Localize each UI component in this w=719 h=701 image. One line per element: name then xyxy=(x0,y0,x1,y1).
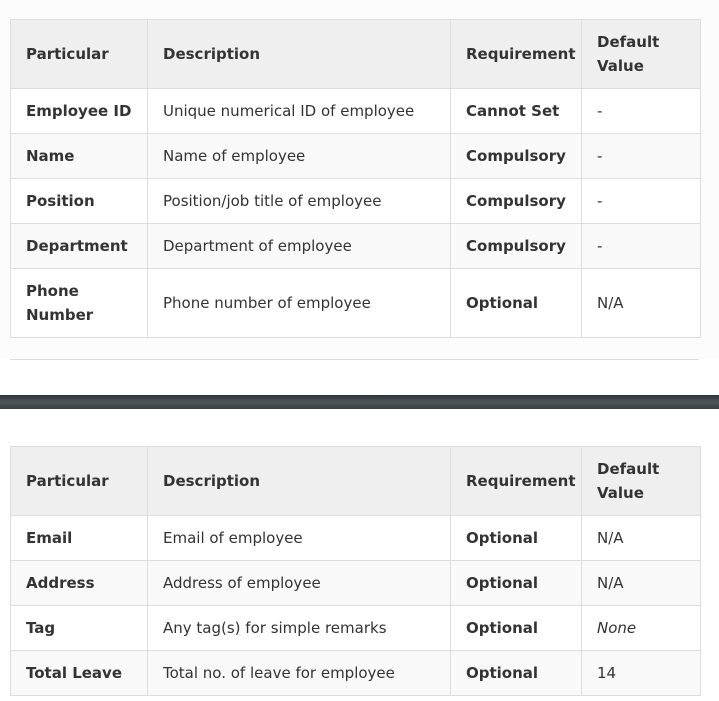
cell-requirement: Optional xyxy=(450,515,582,561)
cell-default: 14 xyxy=(581,650,701,696)
cell-requirement: Optional xyxy=(450,268,582,338)
cell-description: Total no. of leave for employee xyxy=(147,650,451,696)
header-requirement: Requirement xyxy=(450,446,582,516)
table-row: Email Email of employee Optional N/A xyxy=(10,515,701,561)
cell-description: Position/job title of employee xyxy=(147,178,451,224)
cell-particular: Name xyxy=(10,133,148,179)
cell-description: Address of employee xyxy=(147,560,451,606)
header-default-value: Default Value xyxy=(581,19,701,89)
cell-description: Email of employee xyxy=(147,515,451,561)
cell-default: - xyxy=(581,88,701,134)
table-row: Employee ID Unique numerical ID of employ… xyxy=(10,88,701,134)
table-row: Position Position/job title of employee Co… xyxy=(10,178,701,224)
cell-default: N/A xyxy=(581,268,701,338)
cell-particular: Department xyxy=(10,223,148,269)
table-row: Phone Number Phone number of employee Opti… xyxy=(10,268,701,338)
table-row: Address Address of employee Optional N/A xyxy=(10,560,701,606)
cell-requirement: Compulsory xyxy=(450,133,582,179)
cell-default: - xyxy=(581,223,701,269)
table-row: Total Leave Total no. of leave for employ… xyxy=(10,650,701,696)
cell-description: Any tag(s) for simple remarks xyxy=(147,605,451,651)
cell-default: N/A xyxy=(581,515,701,561)
fields-table-2: Particular Description Requirement Defau… xyxy=(10,446,701,696)
cell-requirement: Optional xyxy=(450,650,582,696)
cell-requirement: Cannot Set xyxy=(450,88,582,134)
divider xyxy=(10,359,699,360)
header-row: Particular Description Requirement Defau… xyxy=(10,446,701,516)
cell-particular: Total Leave xyxy=(10,650,148,696)
fields-table-1: Particular Description Requirement Defau… xyxy=(10,19,701,338)
cell-default: N/A xyxy=(581,560,701,606)
header-row: Particular Description Requirement Defau… xyxy=(10,19,701,89)
cell-particular: Tag xyxy=(10,605,148,651)
cell-default: - xyxy=(581,178,701,224)
window-separator-bar xyxy=(0,395,719,409)
table-row: Tag Any tag(s) for simple remarks Optional… xyxy=(10,605,701,651)
cell-description: Unique numerical ID of employee xyxy=(147,88,451,134)
cell-particular: Email xyxy=(10,515,148,561)
cell-requirement: Compulsory xyxy=(450,178,582,224)
header-particular: Particular xyxy=(10,446,148,516)
cell-description: Phone number of employee xyxy=(147,268,451,338)
table-row: Department Department of employee Compulso… xyxy=(10,223,701,269)
cell-default: None xyxy=(581,605,701,651)
header-description: Description xyxy=(147,19,451,89)
header-requirement: Requirement xyxy=(450,19,582,89)
cell-default: - xyxy=(581,133,701,179)
table-row: Name Name of employee Compulsory - xyxy=(10,133,701,179)
header-default-value: Default Value xyxy=(581,446,701,516)
cell-requirement: Optional xyxy=(450,560,582,606)
header-particular: Particular xyxy=(10,19,148,89)
cell-particular: Address xyxy=(10,560,148,606)
cell-particular: Employee ID xyxy=(10,88,148,134)
cell-requirement: Optional xyxy=(450,605,582,651)
cell-description: Name of employee xyxy=(147,133,451,179)
header-description: Description xyxy=(147,446,451,516)
cell-requirement: Compulsory xyxy=(450,223,582,269)
cell-description: Department of employee xyxy=(147,223,451,269)
cell-particular: Phone Number xyxy=(10,268,148,338)
cell-particular: Position xyxy=(10,178,148,224)
